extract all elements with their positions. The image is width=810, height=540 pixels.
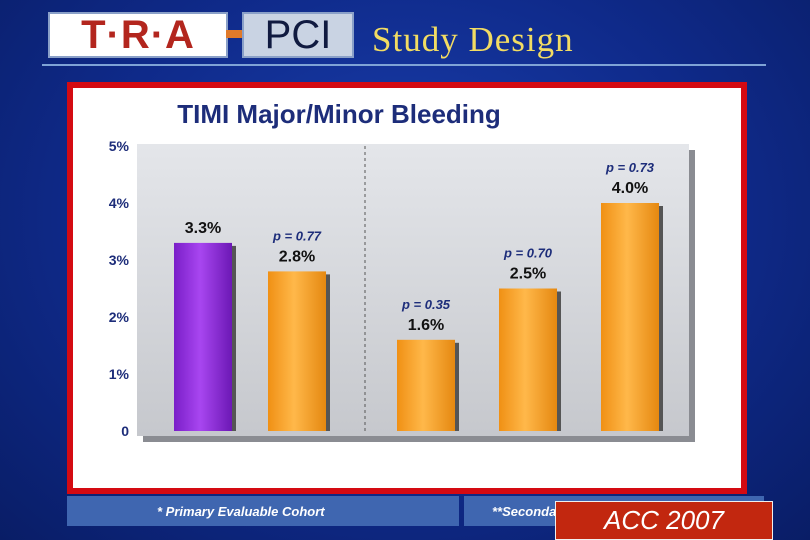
bar-all-tra — [268, 271, 326, 431]
logo-dash — [226, 30, 244, 38]
x-category-label: Placebo — [172, 445, 234, 462]
acc-2007-badge: ACC 2007 — [555, 501, 773, 540]
bar-10-mg — [397, 339, 455, 431]
x-category-label: 40 mg — [607, 445, 653, 462]
bar-value-label: 4.0% — [612, 180, 648, 197]
y-tick-label: 2% — [109, 309, 130, 325]
x-n-label: n=422 — [274, 463, 320, 480]
y-tick-label: 4% — [109, 195, 130, 211]
y-tick-label: 5% — [109, 138, 130, 154]
logo-pci-box: PCI — [242, 12, 354, 58]
y-tick-label: 3% — [109, 252, 130, 268]
bar-value-label: 2.5% — [510, 266, 546, 283]
logo-pci-text: PCI — [264, 13, 332, 57]
x-n-label: n=120 — [505, 463, 551, 480]
header-rule — [42, 64, 766, 66]
x-n-label: n=173 — [607, 463, 653, 480]
x-category-label: 20 mg — [505, 445, 551, 462]
bar-20-mg — [499, 288, 557, 431]
y-tick-label: 1% — [109, 366, 130, 382]
bar-value-label: 2.8% — [279, 248, 315, 265]
bar-value-label: 1.6% — [408, 317, 444, 334]
bar-placebo — [174, 242, 232, 431]
p-value-label: p = 0.77 — [272, 228, 322, 243]
x-n-label: n=151 — [180, 463, 226, 480]
bar-chart: TIMI Major/Minor Bleeding 0 1% 2% 3% 4% 5% 3.… — [109, 99, 695, 480]
chart-title: TIMI Major/Minor Bleeding — [177, 99, 501, 129]
header-title: Study Design — [372, 20, 574, 59]
logo-tra-box: T·R·A — [48, 12, 228, 58]
x-n-label: n=129 — [403, 463, 449, 480]
footnote-primary-cohort: * Primary Evaluable Cohort — [67, 496, 459, 526]
x-category-label: 10 mg — [403, 445, 449, 462]
y-tick-label: 0 — [121, 423, 129, 439]
p-value-label: p = 0.35 — [401, 297, 451, 312]
bar-40-mg — [601, 203, 659, 431]
logo-tra-text: T·R·A — [81, 13, 195, 57]
p-value-label: p = 0.70 — [503, 246, 553, 261]
p-value-label: p = 0.73 — [605, 160, 655, 175]
x-category-label: All TRA — [268, 445, 326, 462]
bar-value-label: 3.3% — [185, 220, 221, 237]
